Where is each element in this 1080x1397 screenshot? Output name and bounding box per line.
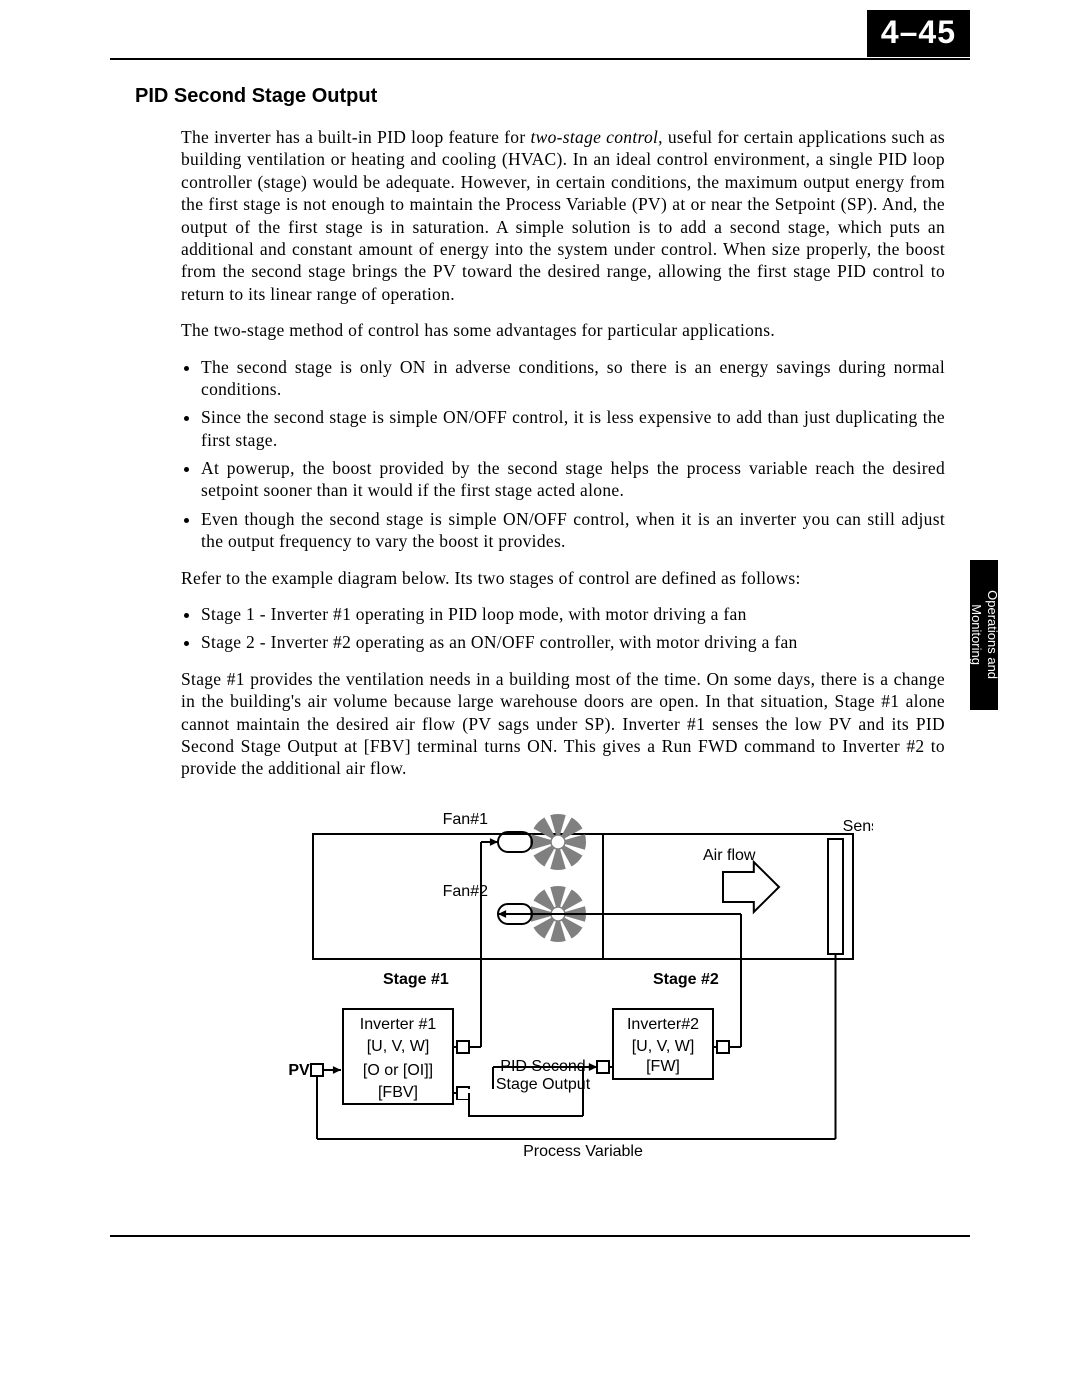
section-side-tab: Operations and Monitoring (970, 560, 998, 710)
paragraph-4: Stage #1 provides the ventilation needs … (181, 668, 945, 780)
page-number-badge: 4–45 (867, 10, 970, 57)
svg-text:[U, V, W]: [U, V, W] (632, 1038, 695, 1055)
stages-list: Stage 1 - Inverter #1 operating in PID l… (201, 603, 945, 654)
list-item: The second stage is only ON in adverse c… (201, 356, 945, 401)
list-item: Even though the second stage is simple O… (201, 508, 945, 553)
list-item: Since the second stage is simple ON/OFF … (201, 406, 945, 451)
top-rule (110, 58, 970, 60)
svg-text:Stage Output: Stage Output (496, 1076, 591, 1093)
svg-text:[U, V, W]: [U, V, W] (367, 1038, 430, 1055)
svg-text:PV: PV (288, 1062, 310, 1079)
list-item: Stage 2 - Inverter #2 operating as an ON… (201, 631, 945, 653)
svg-text:Air flow: Air flow (703, 847, 756, 864)
section-title: PID Second Stage Output (135, 85, 945, 108)
svg-text:[FBV]: [FBV] (378, 1084, 418, 1101)
bottom-rule (110, 1235, 970, 1237)
side-tab-line1: Operations and (985, 591, 1000, 680)
side-tab-line2: Monitoring (969, 605, 984, 666)
advantages-list: The second stage is only ON in adverse c… (201, 356, 945, 553)
svg-text:Fan#1: Fan#1 (443, 811, 488, 828)
paragraph-2: The two-stage method of control has some… (181, 319, 945, 341)
svg-text:Stage #2: Stage #2 (653, 971, 719, 988)
list-item: Stage 1 - Inverter #1 operating in PID l… (201, 603, 945, 625)
svg-text:[FW]: [FW] (646, 1058, 680, 1075)
diagram-svg: Fan#1Fan#2Air flowSensorStage #1Stage #2… (253, 794, 873, 1164)
svg-text:Process Variable: Process Variable (523, 1143, 643, 1160)
svg-text:[O or [OI]]: [O or [OI]] (363, 1062, 433, 1079)
system-diagram: Fan#1Fan#2Air flowSensorStage #1Stage #2… (181, 794, 945, 1164)
svg-text:Stage #1: Stage #1 (383, 971, 449, 988)
page-content: PID Second Stage Output The inverter has… (135, 85, 945, 1164)
list-item: At powerup, the boost provided by the se… (201, 457, 945, 502)
svg-text:Inverter #1: Inverter #1 (360, 1016, 437, 1033)
body-text: The inverter has a built-in PID loop fea… (181, 126, 945, 780)
svg-text:Inverter#2: Inverter#2 (627, 1016, 699, 1033)
paragraph-3: Refer to the example diagram below. Its … (181, 567, 945, 589)
paragraph-1: The inverter has a built-in PID loop fea… (181, 126, 945, 305)
svg-text:Sensor: Sensor (843, 818, 873, 835)
